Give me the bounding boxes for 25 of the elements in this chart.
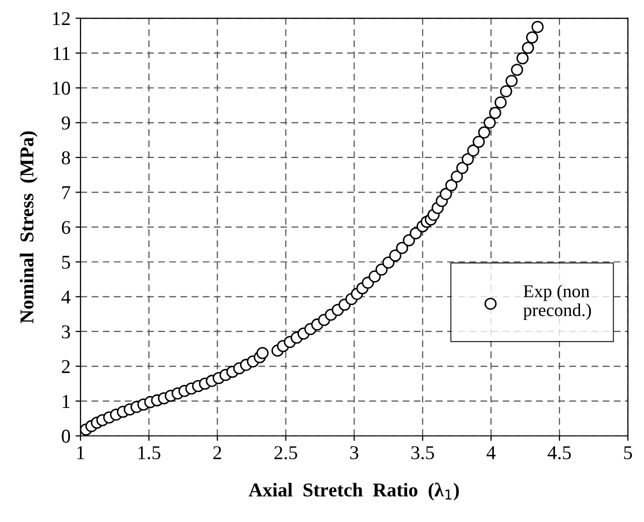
x-tick-label: 1.5 xyxy=(138,446,160,460)
y-tick-label: 7 xyxy=(62,186,70,200)
y-tick-label: 6 xyxy=(62,220,70,234)
x-tick-label: 1 xyxy=(77,446,84,460)
y-axis-title: Nominal Stress (MPa) xyxy=(20,131,38,324)
y-tick-label: 4 xyxy=(61,290,70,304)
x-tick-label: 3 xyxy=(350,446,358,460)
x-tick-label: 5 xyxy=(624,446,632,460)
x-tick-label: 2 xyxy=(213,446,222,460)
y-tick-label: 9 xyxy=(62,116,70,130)
y-tick-label: 10 xyxy=(53,82,70,95)
y-tick-label: 8 xyxy=(62,151,70,164)
y-tick-label: 12 xyxy=(53,12,70,26)
y-tick-label: 2 xyxy=(62,360,70,374)
legend-label: Exp (non precond.) xyxy=(523,284,591,320)
y-tick-label: 1 xyxy=(62,394,70,408)
x-tick-label: 4 xyxy=(486,446,496,460)
x-tick-label: 2.5 xyxy=(274,446,298,460)
x-tick-label: 4.5 xyxy=(548,446,571,460)
y-tick-label: 11 xyxy=(54,46,70,60)
x-axis-title: Axial Stretch Ratio (λ$_{1}$) xyxy=(248,482,459,500)
y-tick-label: 3 xyxy=(62,325,70,338)
y-tick-label: 5 xyxy=(62,256,70,269)
x-tick-label: 3.5 xyxy=(411,446,434,460)
y-tick-label: 0 xyxy=(62,430,70,443)
